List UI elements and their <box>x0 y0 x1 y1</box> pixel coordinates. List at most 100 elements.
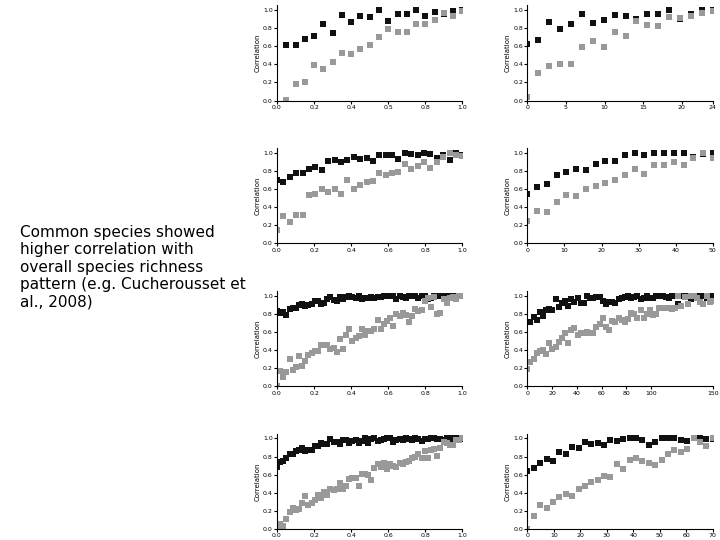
Point <box>361 178 372 186</box>
Point <box>551 198 562 206</box>
Point <box>576 42 588 51</box>
Point <box>594 293 606 301</box>
Y-axis label: Correlation: Correlation <box>505 34 510 72</box>
Point <box>656 456 667 465</box>
Point <box>631 313 643 322</box>
Point <box>592 475 603 484</box>
Point <box>521 190 533 198</box>
Point <box>309 296 320 305</box>
Point <box>444 434 456 443</box>
Point <box>609 157 621 166</box>
Point <box>642 9 653 18</box>
Point <box>293 446 305 455</box>
Point <box>277 522 289 530</box>
Point <box>441 291 452 300</box>
Point <box>284 450 295 458</box>
Point <box>649 148 660 157</box>
Point <box>337 295 348 303</box>
Point <box>394 458 405 467</box>
Point <box>382 17 394 26</box>
Point <box>598 441 610 449</box>
Point <box>701 293 712 302</box>
Point <box>572 484 584 493</box>
Point <box>565 59 577 68</box>
Point <box>675 14 686 23</box>
Point <box>707 434 719 443</box>
Point <box>560 490 572 499</box>
Point <box>425 150 436 158</box>
Point <box>696 9 708 17</box>
Point <box>704 291 716 300</box>
Point <box>630 434 642 443</box>
Point <box>367 177 379 186</box>
Point <box>322 295 333 303</box>
Point <box>277 373 289 382</box>
Point <box>694 438 706 447</box>
Point <box>559 296 571 305</box>
Point <box>359 331 371 340</box>
Point <box>635 306 647 314</box>
Point <box>406 454 418 463</box>
Point <box>567 492 578 501</box>
Point <box>600 157 611 166</box>
Point <box>685 11 697 20</box>
Point <box>643 440 654 449</box>
Point <box>299 78 310 86</box>
Point <box>318 340 330 349</box>
Point <box>310 163 321 171</box>
Point <box>397 460 408 468</box>
Point <box>698 299 709 308</box>
Point <box>353 332 364 340</box>
Point <box>675 436 687 444</box>
Point <box>354 154 366 163</box>
Point <box>435 435 446 444</box>
Point <box>325 345 336 354</box>
Point <box>521 466 533 475</box>
Point <box>290 363 302 372</box>
Point <box>400 434 412 443</box>
Point <box>306 299 318 308</box>
Point <box>384 292 396 300</box>
Point <box>657 303 668 312</box>
Point <box>315 299 327 308</box>
Point <box>350 293 361 302</box>
Point <box>618 435 629 443</box>
Point <box>413 294 424 302</box>
Point <box>331 348 343 356</box>
Point <box>387 462 399 470</box>
Point <box>356 294 368 303</box>
Point <box>544 305 555 314</box>
Point <box>556 334 567 342</box>
Point <box>556 299 567 308</box>
Point <box>694 434 706 443</box>
Point <box>429 15 441 24</box>
Point <box>322 440 333 448</box>
Point <box>546 306 558 314</box>
Point <box>369 325 380 333</box>
Point <box>643 459 654 468</box>
Point <box>287 304 299 313</box>
Point <box>334 479 346 488</box>
Point <box>375 436 387 444</box>
Point <box>293 351 305 360</box>
Point <box>521 40 533 49</box>
Point <box>620 31 631 40</box>
Point <box>613 294 624 303</box>
Point <box>666 292 678 301</box>
Point <box>438 152 449 161</box>
Point <box>521 93 533 102</box>
Point <box>537 346 549 354</box>
Point <box>315 439 327 448</box>
Point <box>521 216 533 225</box>
Point <box>697 148 708 157</box>
Point <box>625 293 636 302</box>
Point <box>419 292 431 300</box>
Point <box>580 166 592 174</box>
Point <box>397 292 408 301</box>
Point <box>391 310 402 319</box>
Point <box>575 328 587 337</box>
Point <box>413 450 424 458</box>
Point <box>435 309 446 318</box>
Point <box>575 299 587 307</box>
Point <box>403 318 415 326</box>
